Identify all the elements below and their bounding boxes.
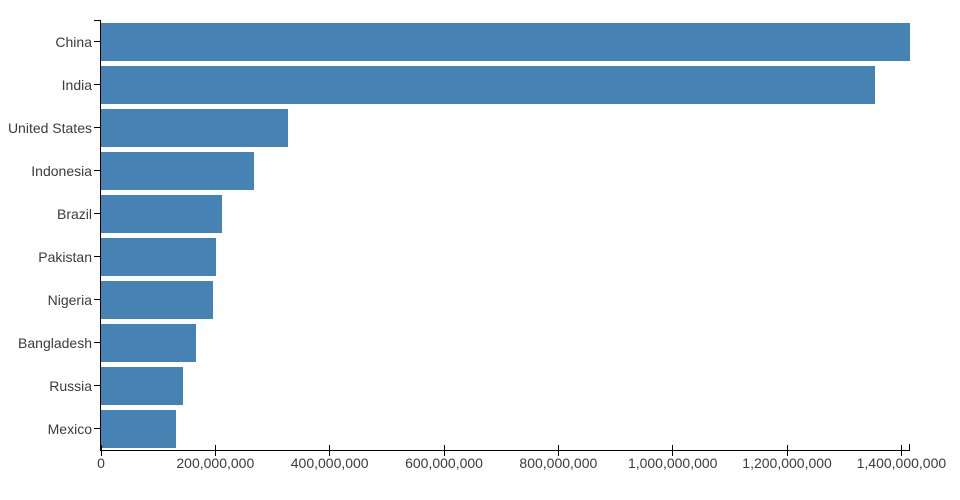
x-tick (443, 445, 445, 456)
bar-row: Brazil (57, 192, 910, 235)
bar-row: Nigeria (48, 278, 910, 321)
x-tick (557, 445, 559, 456)
bar (101, 108, 288, 147)
category-label: Pakistan (38, 248, 92, 265)
x-tick-label: 200,000,000 (176, 455, 255, 471)
bar (101, 323, 197, 362)
category-label: Brazil (56, 205, 92, 222)
y-tick (94, 41, 100, 42)
bar (101, 409, 176, 448)
y-tick (94, 256, 100, 257)
y-tick (94, 342, 100, 343)
bar-row: Mexico (48, 407, 910, 450)
x-tick (900, 445, 902, 456)
bar-row: United States (8, 106, 910, 149)
bar-row: India (62, 63, 910, 106)
category-label: India (61, 76, 92, 93)
x-tick-label: 400,000,000 (290, 455, 369, 471)
x-tick (786, 445, 788, 456)
category-label: China (55, 33, 92, 50)
bar (101, 280, 213, 319)
bar-row: China (55, 20, 910, 63)
y-tick (94, 170, 100, 171)
y-tick (94, 213, 100, 214)
x-tick-label: 1,400,000,000 (856, 455, 947, 471)
y-tick (94, 84, 100, 85)
y-tick (94, 127, 100, 128)
y-tick (94, 428, 100, 429)
y-tick (94, 385, 100, 386)
x-tick-label: 1,000,000,000 (627, 455, 718, 471)
bar (101, 237, 216, 276)
x-tick-label: 800,000,000 (519, 455, 598, 471)
bar (101, 366, 184, 405)
x-axis-end-outer-tick (909, 444, 910, 450)
bar-row: Pakistan (38, 235, 910, 278)
category-label: Bangladesh (18, 334, 92, 351)
category-label: Indonesia (31, 162, 92, 179)
bar (101, 151, 254, 190)
bar (101, 65, 876, 104)
bar-row: Russia (49, 364, 910, 407)
x-tick (100, 445, 102, 456)
bar-row: Indonesia (31, 149, 910, 192)
x-tick-label: 600,000,000 (405, 455, 483, 471)
category-label: Mexico (47, 420, 92, 437)
category-label: Nigeria (47, 291, 92, 308)
x-tick (672, 445, 674, 456)
y-tick (94, 299, 100, 300)
plot-area: China India United States Indonesia Braz… (8, 20, 946, 471)
bar-row: Bangladesh (18, 321, 910, 364)
x-tick (329, 445, 331, 456)
x-tick (214, 445, 216, 456)
category-label: United States (7, 119, 92, 136)
x-tick-label: 1,200,000,000 (742, 455, 832, 471)
x-tick-label: 0 (97, 455, 105, 471)
y-axis-top-outer-tick (94, 20, 101, 21)
bar (101, 194, 222, 233)
bar (101, 22, 910, 61)
category-label: Russia (49, 377, 92, 394)
